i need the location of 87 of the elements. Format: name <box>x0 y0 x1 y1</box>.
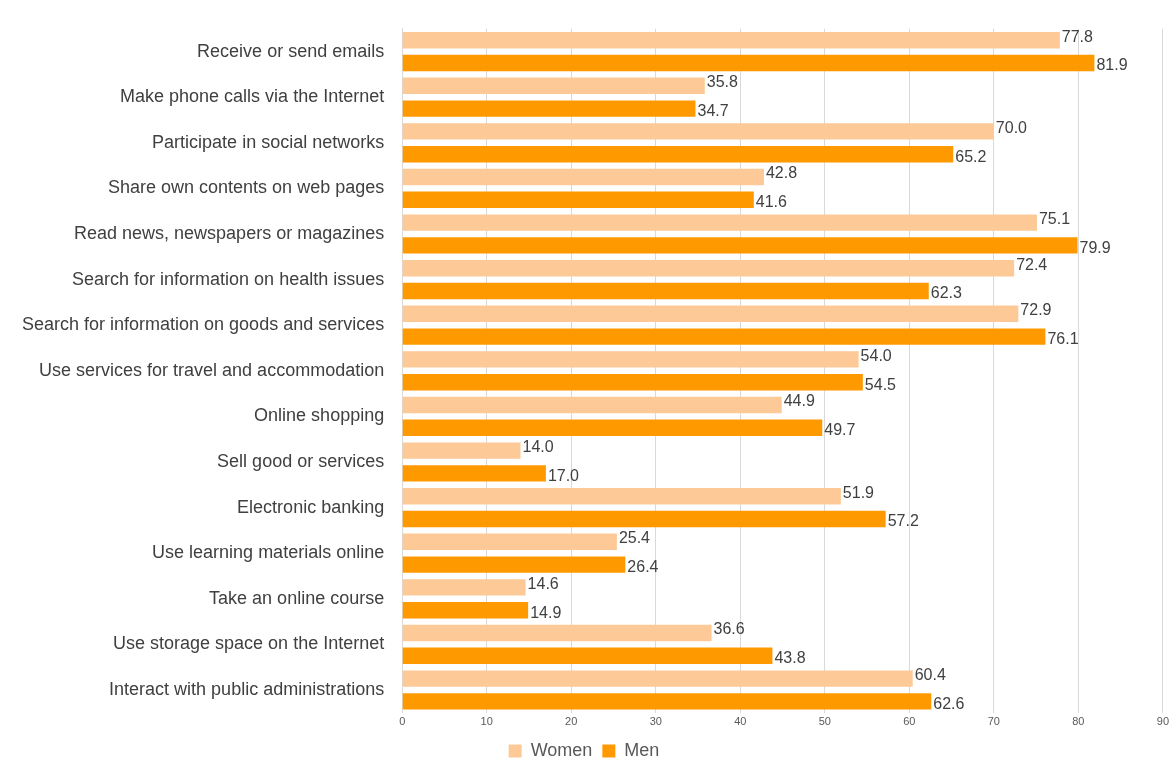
data-label: 79.9 <box>1079 238 1111 256</box>
bar <box>402 54 1095 72</box>
data-label: 81.9 <box>1096 56 1128 74</box>
bar <box>402 237 1078 254</box>
bar <box>402 693 932 710</box>
y-tick-label: Receive or send emails <box>197 40 385 61</box>
data-label: 57.2 <box>887 512 919 530</box>
bar <box>402 419 823 437</box>
x-tick-label: 0 <box>399 715 406 728</box>
bar <box>402 442 521 459</box>
bar <box>402 579 526 596</box>
bar <box>402 647 773 665</box>
data-label: 75.1 <box>1038 210 1071 228</box>
bar <box>402 145 954 163</box>
data-label: 42.8 <box>765 164 798 182</box>
data-label: 14.0 <box>522 438 554 456</box>
x-tick-label: 20 <box>565 715 578 728</box>
bar <box>402 282 929 300</box>
y-tick-label: Search for information on health issues <box>72 268 385 289</box>
bar <box>402 100 696 117</box>
bar <box>402 214 1037 231</box>
bar <box>402 556 626 573</box>
x-tick-label: 90 <box>1156 715 1170 728</box>
data-label: 34.7 <box>697 102 729 120</box>
data-label: 17.0 <box>547 466 580 484</box>
bar <box>402 396 782 414</box>
y-tick-label: Share own contents on web pages <box>108 177 385 198</box>
bar <box>402 259 1015 277</box>
y-tick-label: Use storage space on the Internet <box>113 633 385 654</box>
data-label: 62.6 <box>933 694 965 712</box>
data-label: 72.4 <box>1016 255 1048 273</box>
y-tick-label: Participate in social networks <box>152 131 385 152</box>
x-tick-label: 50 <box>818 715 831 728</box>
bar <box>402 533 617 551</box>
y-tick-label: Use services for travel and accommodation <box>39 359 385 380</box>
data-label: 36.6 <box>713 620 745 638</box>
data-label: 43.8 <box>774 649 806 667</box>
legend-label: Women <box>530 739 593 760</box>
x-tick-label: 10 <box>480 715 493 728</box>
data-label: 72.9 <box>1020 301 1052 319</box>
y-tick-label: Interact with public administrations <box>109 678 385 699</box>
x-tick-label: 70 <box>987 715 1000 728</box>
x-tick-label: 80 <box>1072 715 1085 728</box>
data-label: 35.8 <box>706 73 739 91</box>
x-tick-label: 60 <box>903 715 916 728</box>
data-label: 62.3 <box>930 284 962 302</box>
bar <box>402 373 863 391</box>
bar <box>402 305 1019 323</box>
bar <box>402 77 705 95</box>
y-tick-label: Make phone calls via the Internet <box>120 86 385 107</box>
data-label: 54.5 <box>864 375 897 393</box>
data-label: 65.2 <box>955 147 987 165</box>
bar <box>402 624 712 642</box>
data-label: 70.0 <box>995 118 1028 136</box>
data-label: 77.8 <box>1061 27 1094 45</box>
x-tick-label: 40 <box>734 715 747 728</box>
bar <box>402 328 1046 345</box>
bar <box>402 465 546 482</box>
data-label: 51.9 <box>842 483 875 501</box>
bar <box>402 670 913 687</box>
bar <box>402 191 754 209</box>
data-label: 49.7 <box>824 421 856 439</box>
bar <box>402 123 994 140</box>
bar <box>402 487 841 505</box>
data-label: 60.4 <box>914 666 946 684</box>
data-label: 26.4 <box>627 558 659 576</box>
y-tick-label: Search for information on goods and services <box>21 314 385 335</box>
x-tick-label: 30 <box>649 715 662 728</box>
bar <box>402 601 529 619</box>
data-label: 41.6 <box>755 193 788 211</box>
data-label: 14.6 <box>527 574 559 592</box>
data-label: 14.9 <box>530 603 562 621</box>
bar <box>402 351 859 368</box>
data-label: 25.4 <box>618 529 651 547</box>
y-tick-label: Take an online course <box>209 587 385 608</box>
bar <box>402 31 1060 49</box>
bar <box>402 168 764 186</box>
y-tick-label: Electronic banking <box>237 496 385 517</box>
y-tick-label: Read news, newspapers or magazines <box>74 222 385 243</box>
data-label: 54.0 <box>860 346 892 364</box>
legend-label: Men <box>624 739 660 760</box>
bar <box>402 510 886 528</box>
data-label: 76.1 <box>1047 330 1079 348</box>
data-label: 44.9 <box>783 392 815 410</box>
y-tick-label: Sell good or services <box>217 450 385 471</box>
y-tick-label: Online shopping <box>254 405 385 426</box>
y-tick-label: Use learning materials online <box>152 542 385 563</box>
